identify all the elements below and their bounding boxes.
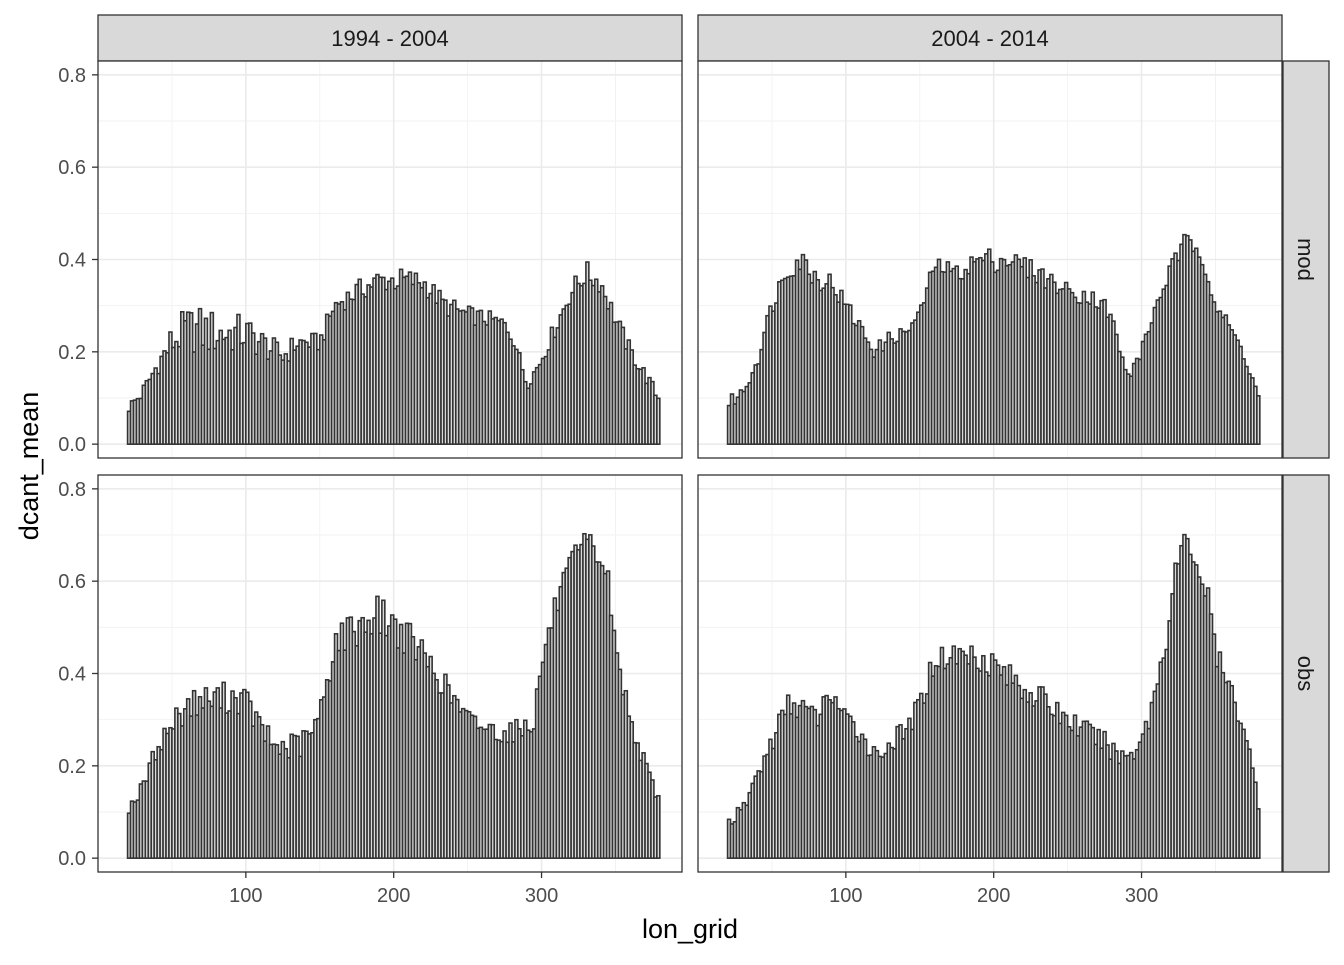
bar-series [126, 261, 661, 445]
facet-label-row: mod [1293, 238, 1318, 281]
panel [97, 474, 683, 873]
bar-series [726, 533, 1261, 859]
panel-border [697, 474, 1283, 873]
x-tick-label: 300 [525, 885, 558, 907]
y-tick-label: 0.6 [58, 157, 86, 179]
bar-series [726, 233, 1261, 445]
facet-label-column: 1994 - 2004 [331, 26, 448, 51]
y-tick-label: 0.6 [58, 571, 86, 593]
y-axis-title: dcant_mean [14, 392, 44, 541]
facet-label-column: 2004 - 2014 [931, 26, 1048, 51]
y-tick-label: 0.0 [58, 434, 86, 456]
x-tick-label: 300 [1125, 885, 1158, 907]
panel [697, 60, 1283, 459]
facet-strip-column [697, 14, 1283, 62]
x-tick-label: 100 [229, 885, 262, 907]
y-tick-label: 0.0 [58, 848, 86, 870]
bar [1256, 808, 1261, 859]
bar [1256, 395, 1261, 445]
bar [656, 794, 661, 859]
panel-border [697, 60, 1283, 459]
y-tick-label: 0.2 [58, 756, 86, 778]
x-tick-label: 200 [377, 885, 410, 907]
y-tick-label: 0.2 [58, 342, 86, 364]
facet-strip-column [97, 14, 683, 62]
y-tick-label: 0.8 [58, 65, 86, 87]
y-tick-label: 0.8 [58, 479, 86, 501]
y-tick-label: 0.4 [58, 664, 86, 686]
facet-label-row: obs [1293, 656, 1318, 691]
bar [656, 397, 661, 445]
facet-strip-row [1282, 474, 1330, 873]
x-axis-title: lon_grid [642, 914, 738, 944]
bar-series [126, 532, 661, 859]
panel [697, 474, 1283, 873]
x-tick-label: 100 [829, 885, 862, 907]
panel [97, 60, 683, 459]
x-tick-label: 200 [977, 885, 1010, 907]
y-tick-label: 0.4 [58, 250, 86, 272]
facet-strip-row [1282, 60, 1330, 459]
